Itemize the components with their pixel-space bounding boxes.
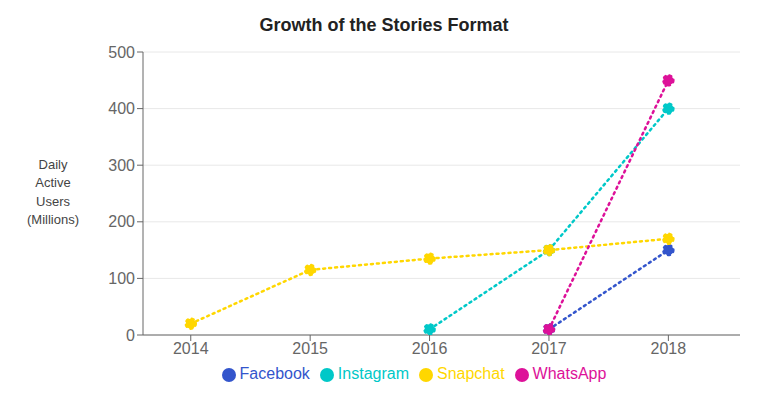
svg-text:200: 200 xyxy=(108,213,135,230)
svg-text:2017: 2017 xyxy=(531,340,567,357)
svg-text:2016: 2016 xyxy=(412,340,448,357)
html-text:Daily: Daily xyxy=(38,157,68,173)
html-text:(Millions): (Millions) xyxy=(27,211,79,227)
svg-text:500: 500 xyxy=(108,44,135,61)
svg-text:100: 100 xyxy=(108,270,135,287)
svg-text:2018: 2018 xyxy=(651,340,687,357)
html-text:WhatsApp: WhatsApp xyxy=(532,365,607,382)
html-text:Users: Users xyxy=(36,193,70,209)
html-text:Instagram: Instagram xyxy=(337,365,409,382)
html-text:Active: Active xyxy=(35,175,71,191)
svg-text:0: 0 xyxy=(126,327,135,344)
html-text:Facebook: Facebook xyxy=(239,365,310,382)
svg-text:400: 400 xyxy=(108,100,135,117)
svg-text:2015: 2015 xyxy=(292,340,328,357)
html-text:Growth of the Stories Format: Growth of the Stories Format xyxy=(259,15,509,35)
html-text:Snapchat: Snapchat xyxy=(437,365,505,382)
svg-text:300: 300 xyxy=(108,157,135,174)
svg-text:2014: 2014 xyxy=(173,340,209,357)
